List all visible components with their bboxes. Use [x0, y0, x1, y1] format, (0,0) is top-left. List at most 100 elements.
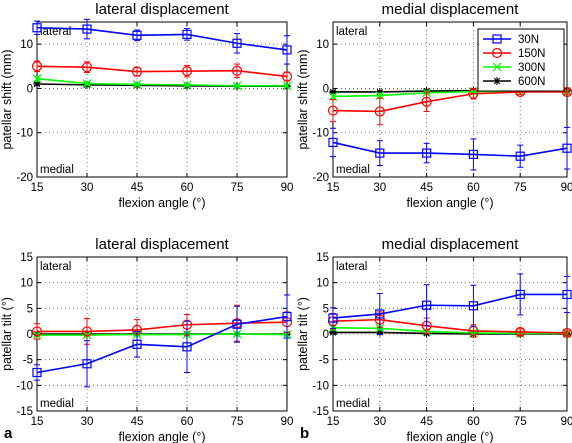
data-point	[32, 74, 42, 84]
series-line	[36, 65, 288, 78]
x-tick-label: 30	[373, 182, 386, 194]
data-point	[515, 326, 526, 338]
y-tick-label: -20	[16, 172, 33, 184]
data-point	[375, 87, 384, 96]
data-point	[422, 148, 432, 158]
x-tick-label: 75	[231, 416, 244, 428]
x-tick-label: 90	[561, 416, 572, 428]
y-tick-label: -20	[312, 172, 329, 184]
data-point	[81, 62, 93, 73]
data-point	[132, 80, 142, 89]
data-point	[32, 23, 42, 33]
legend-label: 30N	[518, 34, 539, 46]
y-axis-label: patellar shift (mm)	[0, 49, 14, 149]
legend-label: 150N	[518, 48, 546, 60]
y-tick-label: 0	[27, 329, 33, 341]
data-point	[232, 319, 242, 329]
x-axis-label: flexion angle (°)	[119, 430, 206, 443]
data-point	[31, 61, 43, 72]
data-point	[232, 81, 242, 91]
series-30N	[32, 294, 292, 388]
x-tick-label: 90	[281, 182, 294, 194]
x-tick-label: 30	[81, 416, 94, 428]
y-tick-label: 5	[27, 303, 33, 315]
series-line	[332, 91, 567, 113]
series-line	[36, 26, 288, 51]
y-tick-label: -10	[312, 380, 329, 392]
chart-panel-4: 15 30 45 60 75 90 -15 -10 -5 0 5 10 15 medial displac…	[296, 236, 572, 443]
data-point	[329, 87, 337, 96]
data-point	[31, 326, 43, 337]
data-point	[82, 359, 92, 369]
data-point	[33, 80, 41, 88]
data-point	[32, 367, 42, 378]
data-point	[182, 29, 192, 39]
y-tick-label: 15	[316, 252, 329, 264]
panel-letter-a: a	[4, 425, 13, 442]
data-point	[421, 96, 432, 107]
y-tick-label: 10	[20, 278, 33, 290]
legend-marker	[491, 47, 503, 59]
data-point	[181, 66, 193, 77]
series-30N	[32, 18, 292, 65]
x-tick-label: 90	[561, 182, 572, 194]
series-30N	[328, 273, 572, 336]
data-point	[132, 339, 142, 349]
data-point	[375, 309, 385, 319]
annotation-medial: medial	[40, 164, 74, 176]
data-point	[422, 300, 432, 310]
x-tick-label: 75	[514, 416, 527, 428]
series-300N	[32, 74, 292, 91]
x-tick-label: 75	[231, 182, 244, 194]
legend-marker	[493, 77, 501, 85]
axes-frame	[36, 21, 288, 178]
y-tick-label: -10	[16, 380, 33, 392]
data-point	[282, 45, 292, 55]
x-tick-label: 60	[467, 416, 480, 428]
data-point	[562, 143, 572, 153]
x-tick-label: 60	[181, 416, 194, 428]
data-point	[327, 105, 339, 116]
x-tick-label: 15	[31, 416, 44, 428]
x-axis-label: flexion angle (°)	[119, 196, 206, 210]
y-axis-label: patellar shift (mm)	[296, 49, 310, 149]
legend-label: 600N	[518, 76, 546, 88]
legend: 30N 150N 300N 600N	[477, 28, 565, 92]
data-point	[82, 79, 92, 88]
x-tick-label: 45	[131, 182, 144, 194]
data-point	[82, 24, 92, 34]
x-tick-label: 75	[514, 182, 527, 194]
legend-entry-300N: 300N	[483, 62, 546, 74]
annotation-lateral: lateral	[336, 261, 367, 273]
panel-letter-b: b	[300, 425, 309, 442]
chart-title: lateral displacement	[95, 1, 229, 18]
data-point	[231, 65, 243, 76]
y-axis-label: patellar tilt (°)	[296, 297, 310, 371]
y-axis-label: patellar tilt (°)	[0, 297, 14, 371]
annotation-lateral: lateral	[336, 26, 367, 38]
x-tick-label: 30	[81, 182, 94, 194]
series-line	[36, 77, 287, 87]
y-tick-label: -15	[312, 406, 329, 418]
x-tick-label: 30	[373, 416, 386, 428]
y-tick-label: 10	[316, 39, 329, 51]
data-point	[282, 81, 292, 91]
legend-marker	[492, 34, 502, 44]
y-tick-label: 15	[20, 252, 33, 264]
plot-area	[37, 22, 287, 177]
data-point	[182, 342, 192, 352]
series-line	[332, 293, 567, 319]
x-tick-label: 15	[327, 182, 340, 194]
data-point	[468, 149, 478, 160]
series-line	[332, 318, 568, 334]
legend-entry-600N: 600N	[483, 76, 546, 88]
y-tick-label: 5	[323, 303, 329, 315]
data-point	[182, 80, 192, 90]
data-point	[282, 311, 292, 322]
series-line	[37, 333, 288, 336]
annotation-medial: medial	[336, 398, 370, 410]
x-axis-label: flexion angle (°)	[407, 196, 494, 210]
chart-title: lateral displacement	[95, 236, 229, 253]
x-tick-label: 15	[327, 416, 340, 428]
